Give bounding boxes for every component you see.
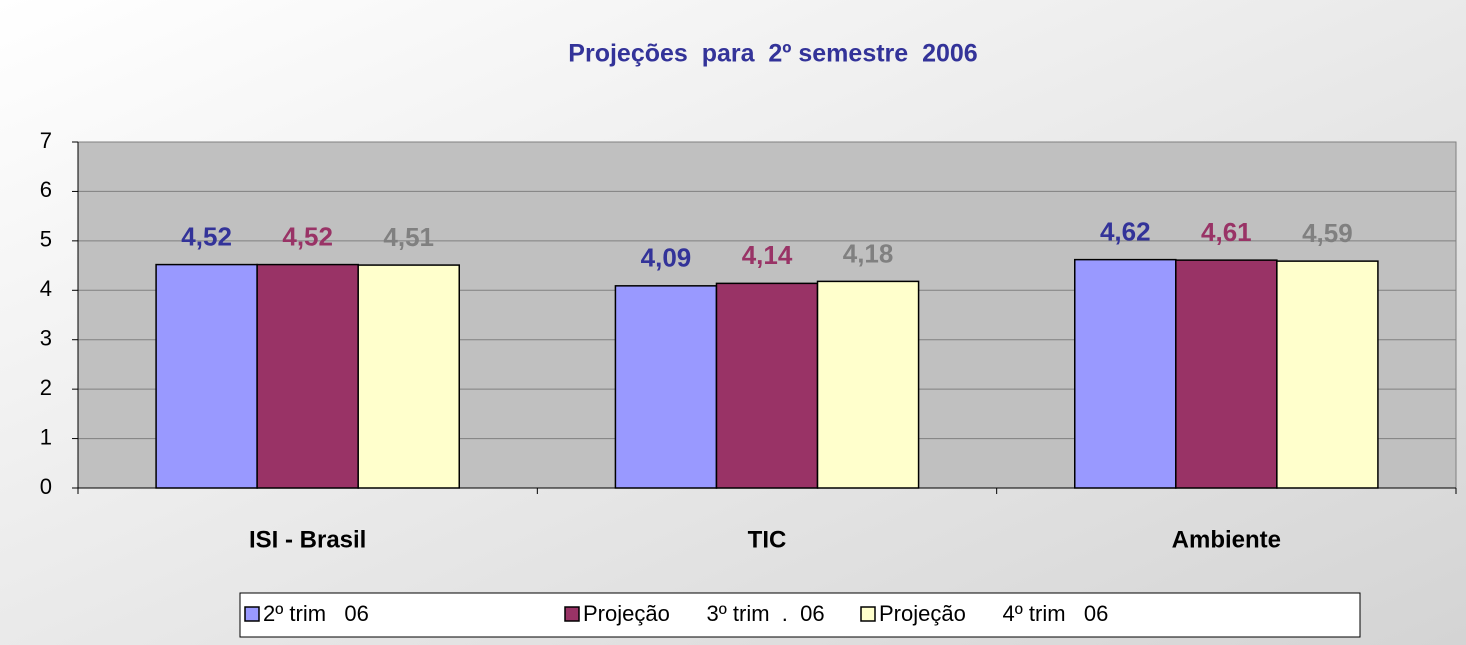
y-tick-label: 5 — [40, 227, 52, 252]
legend-box — [239, 592, 1361, 638]
legend-swatch — [860, 606, 876, 622]
value-label: 4,51 — [383, 222, 434, 252]
x-tick-label: Ambiente — [1172, 526, 1281, 553]
legend-label: Projeção 3º trim . 06 — [583, 601, 825, 626]
bar — [715, 282, 819, 489]
y-tick-label: 0 — [40, 474, 52, 499]
value-label: 4,62 — [1100, 217, 1151, 247]
y-tick-label: 2 — [40, 375, 52, 400]
value-label: 4,52 — [181, 221, 232, 251]
bar — [357, 264, 460, 489]
y-tick-label: 6 — [40, 177, 52, 202]
legend-swatch — [564, 606, 580, 622]
value-label: 4,18 — [843, 238, 894, 268]
value-label: 4,59 — [1302, 218, 1353, 248]
y-tick-label: 3 — [40, 326, 52, 351]
y-tick-label: 7 — [40, 128, 52, 153]
chart-title: Projeções para 2º semestre 2006 — [568, 40, 977, 68]
x-tick-label: TIC — [748, 526, 787, 553]
x-tick-label: ISI - Brasil — [249, 526, 366, 553]
value-label: 4,52 — [282, 221, 333, 251]
value-label: 4,61 — [1201, 217, 1252, 247]
legend-swatch — [244, 606, 260, 622]
y-tick-label: 4 — [40, 276, 52, 301]
bar — [256, 263, 359, 489]
bar — [614, 285, 718, 489]
bar — [816, 280, 920, 489]
bar — [1175, 259, 1278, 489]
bar — [155, 263, 258, 489]
legend-label: Projeção 4º trim 06 — [879, 601, 1108, 626]
legend-label: 2º trim 06 — [263, 601, 369, 626]
bar — [1074, 258, 1177, 489]
value-label: 4,14 — [742, 240, 793, 270]
value-label: 4,09 — [641, 243, 692, 273]
bar — [1276, 260, 1379, 489]
y-tick-label: 1 — [40, 424, 52, 449]
